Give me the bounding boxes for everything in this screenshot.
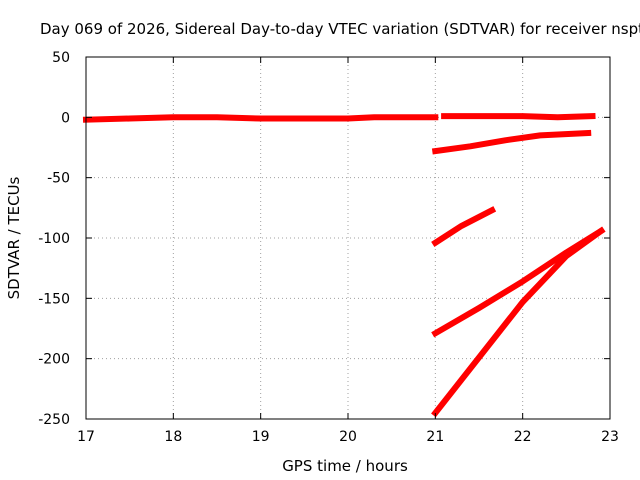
y-tick-label: 50	[52, 50, 70, 66]
y-tick-label: 0	[61, 110, 70, 126]
grid-lines	[86, 57, 610, 419]
axis-tick-labels: 17 18 19 20 21 22 23 50 0 -50 -100 -150 -200 -250	[38, 50, 619, 445]
y-tick-label: -250	[38, 412, 70, 428]
chart-title: Day 069 of 2026, Sidereal Day-to-day VTE…	[40, 20, 640, 38]
x-axis-label: GPS time / hours	[282, 457, 408, 475]
y-tick-label: -150	[38, 291, 70, 307]
series-line-4	[431, 206, 497, 247]
y-tick-label: -100	[38, 231, 70, 247]
y-tick-label: -50	[47, 171, 70, 187]
data-series	[82, 112, 606, 418]
series-line-1	[82, 114, 439, 123]
x-tick-label: 19	[252, 429, 270, 445]
y-axis-label: SDTVAR / TECUs	[5, 176, 23, 299]
x-tick-label: 21	[426, 429, 444, 445]
x-tick-label: 18	[164, 429, 182, 445]
x-tick-label: 17	[77, 429, 95, 445]
x-tick-label: 20	[339, 429, 357, 445]
series-line-3	[431, 129, 592, 155]
x-tick-label: 22	[514, 429, 532, 445]
axis-ticks	[85, 56, 611, 420]
series-line-2	[441, 112, 596, 121]
x-tick-label: 23	[601, 429, 619, 445]
y-tick-label: -200	[38, 352, 70, 368]
series-line-6	[431, 226, 606, 418]
